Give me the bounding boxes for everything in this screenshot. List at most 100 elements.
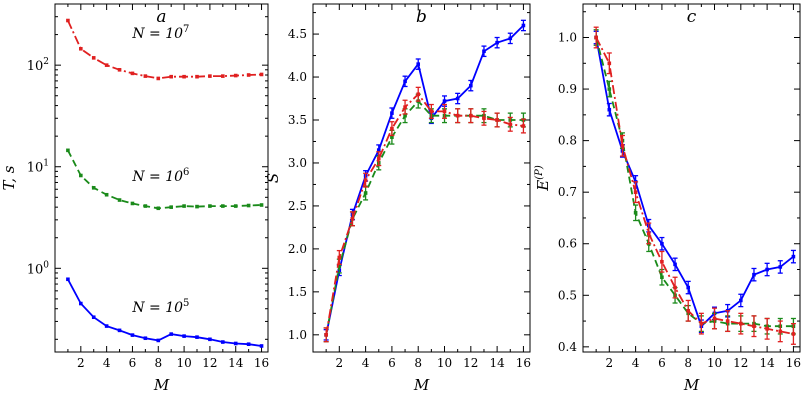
data-point: [91, 315, 96, 320]
data-point: [104, 192, 109, 197]
data-point: [259, 344, 264, 348]
data-point: [182, 334, 186, 338]
data-point: [403, 113, 407, 118]
data-point: [221, 204, 225, 208]
y-tick-label: 1.0: [558, 31, 577, 45]
x-axis-label: M: [413, 376, 430, 394]
data-point: [104, 324, 109, 328]
y-tick-label: 0.6: [558, 237, 577, 251]
chart-panel-b: 2 4 6 8 10 12 14 16 1.0 1.5 2.0 2.5 3.0 3.5 4.0 4.5 M Sb: [264, 3, 531, 394]
data-point: [791, 332, 796, 336]
data-point: [208, 204, 212, 208]
series-line: [325, 92, 524, 335]
x-tick-label: 16: [254, 356, 269, 370]
data-point: [686, 308, 691, 313]
data-point: [66, 148, 70, 153]
data-point: [469, 113, 473, 118]
data-point: [673, 285, 677, 290]
chart-panel-c: 2 4 6 8 10 12 14 16 0.4 0.5 0.6 0.7 0.8 0.9 1.0 M E(P) c: [534, 3, 801, 394]
data-point: [246, 203, 251, 208]
data-point: [739, 298, 743, 303]
data-point: [169, 205, 173, 209]
series-2: [66, 18, 264, 81]
y-tick-label: 1.0: [288, 328, 307, 342]
x-tick-label: 4: [632, 356, 640, 370]
y-axis-label-superscript: (P): [534, 165, 545, 180]
y-axis-label: S: [264, 173, 282, 183]
data-point: [482, 116, 486, 121]
series-1: [66, 148, 264, 211]
y-tick-label: 4.0: [288, 70, 307, 84]
data-point: [117, 68, 122, 72]
data-point: [246, 342, 251, 347]
data-point: [233, 341, 238, 346]
series-line: [595, 37, 794, 328]
annotation-base: N = 10: [131, 169, 183, 185]
x-tick-label: 2: [605, 356, 613, 370]
data-point: [143, 74, 148, 78]
data-point: [324, 333, 328, 337]
data-point: [607, 107, 612, 112]
x-tick-label: 10: [176, 356, 191, 370]
data-point: [673, 262, 677, 267]
data-point: [660, 259, 664, 264]
data-point: [620, 143, 625, 148]
series-line: [595, 37, 794, 328]
data-point: [143, 336, 148, 341]
x-tick-label: 8: [684, 356, 692, 370]
y-tick-label: 0.7: [558, 185, 577, 199]
data-point: [686, 285, 691, 290]
data-point: [66, 277, 70, 282]
data-point: [739, 321, 743, 326]
x-tick-label: 14: [228, 356, 244, 370]
data-point: [79, 173, 83, 178]
data-point: [390, 111, 394, 115]
series-2: [593, 26, 796, 345]
data-point: [182, 74, 186, 79]
data-point: [350, 217, 355, 221]
y-tick-label: 3.5: [288, 113, 307, 127]
x-tick-label: 6: [388, 356, 396, 370]
y-tick-label: 0.8: [558, 134, 577, 148]
x-tick-label: 2: [335, 356, 343, 370]
panel-label: c: [687, 7, 697, 27]
x-axis-label: M: [683, 376, 700, 394]
data-point: [143, 204, 148, 208]
data-point: [765, 267, 769, 272]
annotation-base: N = 10: [131, 26, 183, 42]
x-axis-label: M: [153, 376, 170, 394]
panel-label: a: [156, 7, 166, 27]
data-point: [633, 190, 638, 194]
x-tick-label: 12: [463, 356, 478, 370]
y-tick-label: 3.0: [288, 156, 307, 170]
x-tick-label: 16: [786, 356, 801, 370]
series-line: [67, 20, 262, 80]
plot-frame: [54, 3, 269, 353]
data-point: [376, 156, 381, 161]
x-tick-label: 6: [129, 356, 137, 370]
x-tick-label: 14: [489, 356, 505, 370]
series-1: [593, 29, 796, 335]
data-point: [66, 18, 70, 23]
data-point: [712, 316, 717, 321]
data-point: [607, 87, 612, 91]
data-point: [521, 23, 526, 28]
data-point: [508, 36, 513, 41]
data-point: [403, 79, 407, 84]
data-point: [791, 254, 796, 259]
y-tick-label: 0.4: [558, 340, 577, 354]
series-2: [323, 86, 526, 343]
data-point: [156, 76, 161, 81]
y-tick-base: 10: [27, 161, 44, 176]
x-tick-label: 8: [414, 356, 422, 370]
x-tick-label: 16: [516, 356, 531, 370]
data-point: [390, 135, 394, 139]
y-tick-base: 10: [27, 59, 44, 74]
data-point: [221, 74, 225, 78]
data-point: [233, 204, 238, 208]
annotation-exponent: 5: [183, 298, 189, 309]
data-point: [195, 204, 199, 209]
data-point: [495, 118, 499, 122]
data-point: [246, 73, 251, 77]
